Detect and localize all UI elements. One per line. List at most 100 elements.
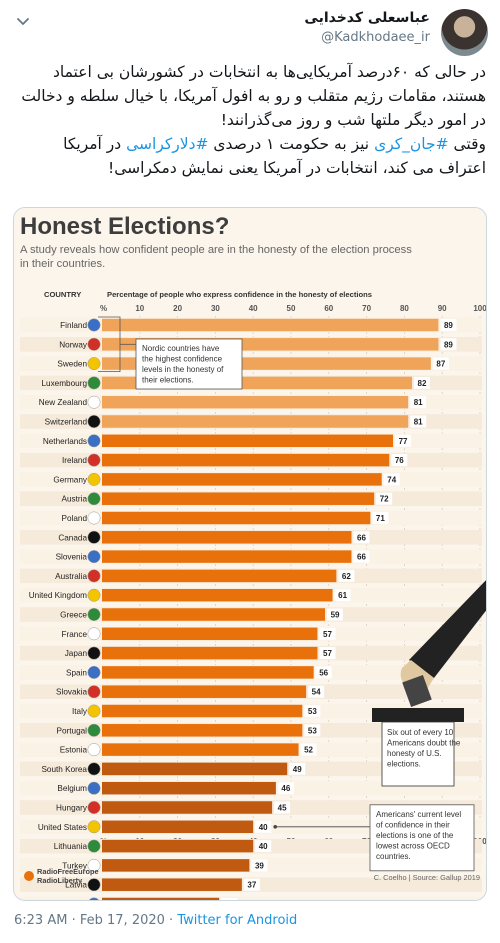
category-label: Portugal — [57, 726, 88, 735]
flag-icon — [87, 608, 101, 621]
bar — [102, 859, 250, 872]
bar — [102, 820, 254, 834]
flag-icon — [87, 704, 101, 718]
bar — [102, 762, 288, 776]
value-label: 37 — [247, 881, 256, 890]
bar — [102, 878, 242, 891]
author-handle[interactable]: @Kadkhodaee_ir — [321, 30, 430, 45]
flag-icon — [87, 627, 101, 641]
value-label-bg — [410, 415, 427, 428]
category-label: Slovenia — [56, 553, 88, 562]
value-label: 89 — [444, 340, 453, 349]
bar — [102, 781, 276, 795]
chart-subtitle: A study reveals how confident people are… — [20, 244, 412, 256]
value-label: 87 — [436, 360, 445, 369]
row-band — [20, 896, 482, 900]
hashtag-link[interactable]: #دلارکراسی — [126, 135, 209, 153]
chart-subtitle: in their countries. — [20, 258, 105, 270]
annotation-text: levels in the honesty of — [142, 365, 224, 374]
value-label-bg — [432, 357, 449, 370]
flag-icon — [87, 646, 101, 660]
category-label: Belgium — [57, 784, 87, 793]
annotation-text: Americans' current level — [376, 810, 461, 819]
value-label: 77 — [399, 437, 408, 446]
value-label-bg — [440, 319, 457, 331]
logo-icon — [24, 871, 34, 881]
category-label: Greece — [60, 611, 87, 620]
flag-icon — [87, 781, 101, 795]
bar — [102, 627, 318, 641]
hashtag-link[interactable]: #جان_کری — [374, 135, 449, 153]
flag-icon — [87, 492, 101, 506]
avatar[interactable] — [441, 9, 488, 56]
tweet-paragraph-2: وقتی #جان_کری نیز به حکومت ۱ درصدی #دلار… — [14, 132, 486, 180]
value-label-bg — [255, 820, 272, 833]
category-label: Estonia — [60, 746, 88, 755]
tick-label: 100 — [473, 304, 487, 313]
category-label: United Kingdom — [29, 591, 87, 600]
chevron-down-icon[interactable] — [14, 12, 32, 30]
author-name[interactable]: عباسعلی کدخدایی — [304, 10, 430, 26]
value-label: 39 — [255, 861, 264, 870]
category-label: Slovakia — [56, 688, 87, 697]
value-label-bg — [255, 840, 272, 853]
tick-label: 60 — [324, 304, 333, 313]
flag-icon — [87, 357, 101, 371]
flag-icon — [87, 415, 101, 428]
value-label: 62 — [342, 572, 351, 581]
tweet-text-part: وقتی — [453, 135, 487, 153]
value-label: 45 — [278, 804, 287, 813]
bar — [102, 588, 333, 602]
flag-icon — [87, 665, 101, 679]
value-label-bg — [410, 396, 427, 409]
value-label-bg — [372, 512, 389, 524]
category-label: Latvia — [65, 881, 87, 890]
tick-label: 80 — [400, 304, 409, 313]
bar — [102, 492, 375, 505]
tweet-paragraph-1: در حالی که ۶۰درصد آمریکایی‌ها به انتخابا… — [21, 63, 486, 129]
flag-icon — [87, 550, 101, 564]
bar — [102, 685, 307, 698]
flag-icon — [87, 376, 101, 390]
flag-icon — [87, 801, 101, 814]
value-label: 59 — [331, 611, 340, 620]
category-label: Lithuania — [54, 842, 88, 851]
bar — [102, 511, 371, 525]
category-label: Finland — [60, 321, 87, 330]
bar — [102, 569, 337, 583]
annotation-text: countries. — [376, 852, 411, 861]
value-label: 56 — [319, 668, 328, 677]
value-label-bg — [413, 376, 430, 389]
annotation-text: elections is one of the — [376, 831, 454, 840]
annotation-text: the highest confidence — [142, 355, 223, 364]
axis-unit: % — [100, 304, 107, 313]
bar — [102, 434, 394, 448]
category-label: Hungary — [56, 804, 88, 813]
tweet-source-link[interactable]: Twitter for Android — [177, 913, 298, 928]
annotation-text: honesty of U.S. — [387, 749, 442, 758]
value-label-bg — [376, 492, 393, 505]
value-label: 71 — [376, 514, 385, 523]
value-label-bg — [327, 608, 344, 621]
flag-icon — [87, 878, 101, 892]
chart-credit: C. Coelho | Source: Gallup 2019 — [374, 873, 480, 882]
annotation-box — [381, 721, 455, 787]
category-label: Canada — [58, 533, 87, 542]
value-label: 31 — [225, 900, 234, 901]
tweet-date[interactable]: Feb 17, 2020 — [79, 913, 165, 928]
value-label: 49 — [293, 765, 302, 774]
category-label: Chile — [68, 900, 87, 901]
value-label: 54 — [312, 688, 321, 697]
value-label: 46 — [281, 784, 290, 793]
tick-label: 90 — [438, 304, 447, 313]
value-label-bg — [319, 627, 336, 640]
flag-icon — [87, 395, 101, 409]
category-label: Luxembourg — [41, 379, 87, 388]
annotation-text: of confidence in their — [376, 820, 450, 829]
bar — [102, 395, 409, 409]
infographic-image[interactable]: Honest Elections? A study reveals how con… — [13, 207, 487, 901]
value-label-bg — [353, 531, 370, 544]
tweet-time[interactable]: 6:23 AM — [14, 913, 68, 928]
chart-title: Honest Elections? — [20, 213, 229, 240]
value-label: 57 — [323, 630, 332, 639]
